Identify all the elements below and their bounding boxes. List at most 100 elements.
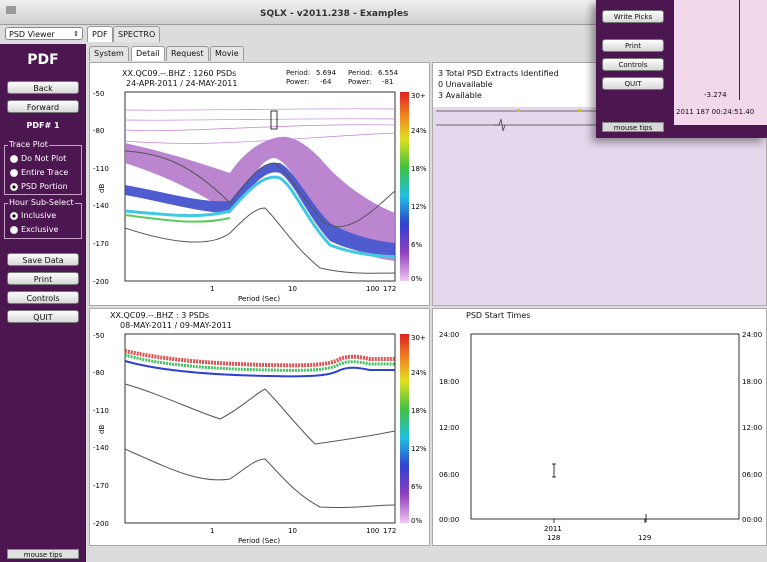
start-times-chart[interactable]: 24:00 18:00 12:00 06:00 00:00 24:00 18:0…	[433, 309, 767, 547]
start-times-title: PSD Start Times	[466, 311, 531, 320]
trace-line	[739, 0, 740, 100]
tab-movie[interactable]: Movie	[210, 46, 244, 61]
hour-subselect-label: Hour Sub-Select	[8, 198, 75, 207]
radio-entire-trace[interactable]: Entire Trace	[10, 167, 68, 178]
radio-label: Entire Trace	[21, 168, 69, 177]
ytick: -50	[93, 332, 104, 340]
ytick: -200	[93, 278, 109, 286]
radio-psd-portion[interactable]: PSD Portion	[10, 181, 68, 192]
ytick-right: 24:00	[742, 331, 762, 339]
xtick: 100	[366, 527, 379, 535]
start-time-marks	[552, 463, 647, 523]
window-menu-icon[interactable]	[6, 6, 16, 14]
cbar-tick: 30+	[411, 334, 426, 342]
controls-button[interactable]: Controls	[7, 291, 79, 304]
ytick: -170	[93, 482, 109, 490]
cbar-tick: 12%	[411, 203, 427, 211]
tab-spectro[interactable]: SPECTRO	[113, 26, 161, 42]
back-button[interactable]: Back	[7, 81, 79, 94]
sidebar-heading: PDF	[27, 52, 59, 68]
power1-value: -64	[320, 78, 332, 86]
ytick-right: 00:00	[742, 516, 762, 524]
xtick: 10	[288, 527, 297, 535]
radio-icon	[10, 168, 18, 177]
pdf-bottom-chart[interactable]: -50 -80 -110 -140 -170 -200 1 10 100 172…	[90, 309, 431, 547]
x-axis-label: Period (Sec)	[238, 537, 280, 545]
ytick: -200	[93, 520, 109, 528]
radio-icon	[10, 154, 18, 163]
start-times-panel: PSD Start Times 24:00 18:00 12:00 06:00 …	[432, 308, 767, 546]
trace-value: -3.274	[704, 91, 727, 99]
period2-label: Period:	[348, 69, 373, 77]
ytick-right: 12:00	[742, 424, 762, 432]
sidebar: PDF Back Forward PDF# 1 Trace Plot Do No…	[0, 44, 86, 562]
xtick: 172	[383, 285, 396, 293]
tab-pdf[interactable]: PDF	[87, 26, 113, 42]
overlay-mouse-tips-button[interactable]: mouse tips	[602, 122, 664, 132]
xtick: 100	[366, 285, 379, 293]
extracts-unavailable: 0 Unavailable	[438, 80, 493, 89]
tab-request[interactable]: Request	[166, 46, 209, 61]
selection-box	[270, 110, 278, 130]
x-year-label: 2011	[544, 525, 562, 533]
cbar-tick: 18%	[411, 165, 427, 173]
pdf-plot-top: XX.QC09.--.BHZ : 1260 PSDs 24-APR-2011 /…	[89, 62, 430, 306]
x-axis-label: Period (Sec)	[238, 295, 280, 303]
forward-button[interactable]: Forward	[7, 100, 79, 113]
pdf-top-chart[interactable]: -50 -80 -110 -140 -170 -200 1 10 100 172…	[90, 63, 431, 307]
xtick: 129	[638, 534, 651, 542]
date-range: 24-APR-2011 / 24-MAY-2011	[126, 79, 238, 88]
xtick: 1	[210, 527, 214, 535]
period1-value: 5.694	[316, 69, 337, 77]
radio-inclusive[interactable]: Inclusive	[10, 210, 56, 221]
ytick-right: 06:00	[742, 471, 762, 479]
radio-label: Do Not Plot	[21, 154, 67, 163]
tab-system[interactable]: System	[89, 46, 129, 61]
picks-window: Write Picks Print Controls QUIT mouse ti…	[596, 0, 767, 138]
cbar-tick: 6%	[411, 483, 422, 491]
psd-density	[124, 136, 396, 261]
radio-do-not-plot[interactable]: Do Not Plot	[10, 153, 66, 164]
ytick: -140	[93, 444, 109, 452]
plot-frame	[470, 333, 740, 520]
psd-curves	[124, 349, 395, 378]
y-axis-label: dB	[98, 184, 106, 193]
picks-trace-area[interactable]: -3.274 2011 187 00:24:51.40	[674, 0, 767, 125]
radio-label: Inclusive	[21, 211, 57, 220]
colorbar	[400, 334, 409, 523]
overlay-print-button[interactable]: Print	[602, 39, 664, 52]
ytick: 12:00	[439, 424, 459, 432]
trace-plot-group: Trace Plot Do Not Plot Entire Trace PSD …	[4, 140, 82, 195]
radio-icon	[10, 225, 18, 234]
ytick: -140	[93, 202, 109, 210]
xtick: 10	[288, 285, 297, 293]
window-title: SQLX - v2011.238 - Examples	[260, 9, 409, 19]
mouse-tips-button[interactable]: mouse tips	[7, 549, 79, 559]
power2-label: Power:	[348, 78, 372, 86]
xtick: 172	[383, 527, 396, 535]
viewer-select[interactable]: PSD Viewer ⇕	[5, 27, 83, 40]
xtick: 128	[547, 534, 560, 542]
extracts-available: 3 Available	[438, 91, 482, 100]
ytick: 00:00	[439, 516, 459, 524]
ytick: 24:00	[439, 331, 459, 339]
cbar-tick: 6%	[411, 241, 422, 249]
ytick: -80	[93, 127, 104, 135]
cbar-tick: 18%	[411, 407, 427, 415]
ytick: -170	[93, 240, 109, 248]
xtick: 1	[210, 285, 214, 293]
quit-button[interactable]: QUIT	[7, 310, 79, 323]
radio-exclusive[interactable]: Exclusive	[10, 224, 58, 235]
save-data-button[interactable]: Save Data	[7, 253, 79, 266]
ytick: -110	[93, 165, 109, 173]
overlay-controls-button[interactable]: Controls	[602, 58, 664, 71]
overlay-quit-button[interactable]: QUIT	[602, 77, 664, 90]
tab-detail[interactable]: Detail	[131, 46, 165, 61]
print-button[interactable]: Print	[7, 272, 79, 285]
write-picks-button[interactable]: Write Picks	[602, 10, 664, 23]
cbar-tick: 0%	[411, 517, 422, 525]
cbar-tick: 0%	[411, 275, 422, 283]
ytick-right: 18:00	[742, 378, 762, 386]
psd-curves	[124, 108, 396, 144]
ytick: -110	[93, 407, 109, 415]
